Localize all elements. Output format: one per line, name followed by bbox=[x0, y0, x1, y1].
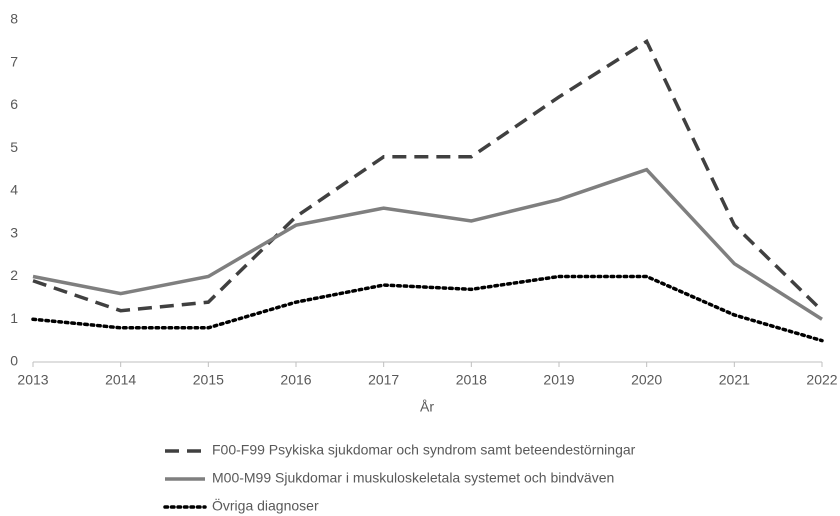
series-line bbox=[32, 167, 823, 321]
x-tick-label: 2014 bbox=[105, 372, 136, 388]
x-tick-label: 2021 bbox=[719, 372, 750, 388]
series-line bbox=[32, 38, 824, 313]
y-tick-label: 7 bbox=[10, 53, 18, 69]
y-tick-label: 1 bbox=[10, 310, 18, 326]
y-tick-label: 5 bbox=[10, 139, 18, 155]
y-tick-label: 0 bbox=[10, 353, 18, 369]
x-tick-label: 2020 bbox=[631, 372, 662, 388]
x-tick-label: 2018 bbox=[456, 372, 487, 388]
legend-label: F00-F99 Psykiska sjukdomar och syndrom s… bbox=[212, 442, 636, 458]
x-tick-label: 2015 bbox=[193, 372, 224, 388]
x-tick-label: 2022 bbox=[806, 372, 837, 388]
y-tick-label: 8 bbox=[10, 11, 18, 27]
x-tick-label: 2016 bbox=[280, 372, 311, 388]
legend-label: M00-M99 Sjukdomar i muskuloskeletala sys… bbox=[212, 470, 614, 486]
series-line bbox=[31, 274, 824, 343]
y-tick-label: 2 bbox=[10, 267, 18, 283]
y-tick-label: 6 bbox=[10, 96, 18, 112]
y-tick-label: 3 bbox=[10, 224, 18, 240]
y-tick-label: 4 bbox=[10, 182, 18, 198]
x-tick-label: 2017 bbox=[368, 372, 399, 388]
legend-label: Övriga diagnoser bbox=[212, 497, 319, 514]
x-axis-label: År bbox=[420, 399, 434, 415]
x-tick-label: 2013 bbox=[17, 372, 48, 388]
x-tick-label: 2019 bbox=[543, 372, 574, 388]
